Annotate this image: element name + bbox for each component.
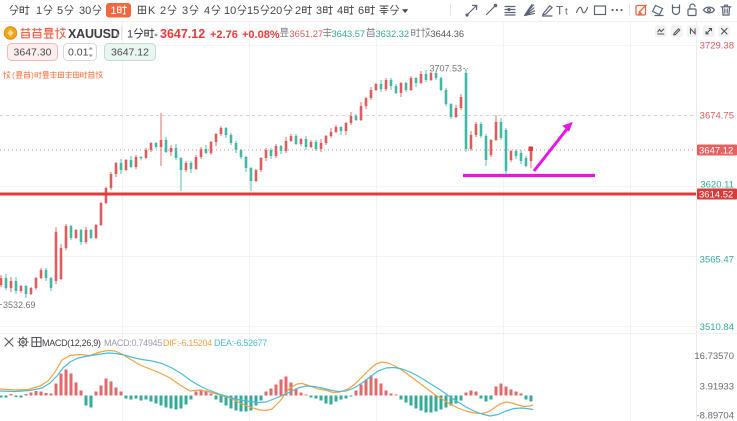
svg-text:15: 15 bbox=[247, 5, 259, 17]
svg-text:5: 5 bbox=[57, 5, 63, 17]
svg-text:3647.12: 3647.12 bbox=[111, 47, 149, 59]
svg-text:16.73570: 16.73570 bbox=[694, 351, 734, 362]
svg-text:-8.89704: -8.89704 bbox=[696, 411, 734, 421]
svg-text:10: 10 bbox=[224, 5, 236, 17]
svg-text:1: 1 bbox=[111, 5, 117, 17]
svg-text:20: 20 bbox=[270, 5, 282, 17]
svg-text:3510.84: 3510.84 bbox=[700, 322, 734, 333]
svg-text:3647.12: 3647.12 bbox=[699, 145, 733, 156]
svg-text:6: 6 bbox=[358, 5, 364, 17]
svg-text:K: K bbox=[148, 5, 156, 17]
svg-text:3.91933: 3.91933 bbox=[700, 382, 734, 393]
svg-text:3532.69: 3532.69 bbox=[3, 300, 36, 310]
svg-text:DIF:-6.15204: DIF:-6.15204 bbox=[163, 338, 212, 348]
svg-text:3: 3 bbox=[316, 5, 322, 17]
svg-text:+0.08%: +0.08% bbox=[242, 29, 280, 41]
svg-text:3647.12: 3647.12 bbox=[160, 27, 205, 41]
svg-text:3647.30: 3647.30 bbox=[14, 47, 52, 59]
svg-text:): ) bbox=[31, 70, 34, 80]
svg-text:T: T bbox=[556, 4, 564, 18]
svg-text:3651.27: 3651.27 bbox=[290, 29, 324, 39]
svg-text:+2.76: +2.76 bbox=[210, 29, 238, 41]
svg-text:3632.32: 3632.32 bbox=[376, 29, 410, 39]
svg-text:4: 4 bbox=[337, 5, 343, 17]
svg-text:3644.36: 3644.36 bbox=[431, 29, 465, 39]
svg-text:1: 1 bbox=[36, 5, 42, 17]
svg-text:2: 2 bbox=[295, 5, 301, 17]
svg-text:3620.11: 3620.11 bbox=[700, 180, 734, 191]
svg-text:0.01: 0.01 bbox=[68, 47, 89, 59]
svg-text:3707.53: 3707.53 bbox=[429, 64, 462, 74]
svg-text:3: 3 bbox=[182, 5, 188, 17]
svg-text:XAUUSD: XAUUSD bbox=[68, 27, 120, 41]
svg-text:2: 2 bbox=[160, 5, 166, 17]
svg-text:3614.52: 3614.52 bbox=[699, 189, 733, 200]
svg-text:4: 4 bbox=[204, 5, 210, 17]
svg-text:DEA:-6.52677: DEA:-6.52677 bbox=[214, 338, 267, 348]
svg-text:MACD:0.74945: MACD:0.74945 bbox=[104, 338, 162, 348]
svg-text:30: 30 bbox=[79, 5, 91, 17]
svg-text:3643.57: 3643.57 bbox=[332, 29, 366, 39]
svg-text:MACD(12,26,9): MACD(12,26,9) bbox=[42, 338, 101, 348]
svg-text:1: 1 bbox=[127, 29, 133, 41]
svg-text:3565.47: 3565.47 bbox=[700, 255, 734, 266]
svg-text:3729.38: 3729.38 bbox=[700, 41, 734, 52]
svg-text:t: t bbox=[565, 7, 568, 18]
svg-text:3674.75: 3674.75 bbox=[700, 111, 734, 122]
svg-text:(: ( bbox=[12, 70, 15, 80]
